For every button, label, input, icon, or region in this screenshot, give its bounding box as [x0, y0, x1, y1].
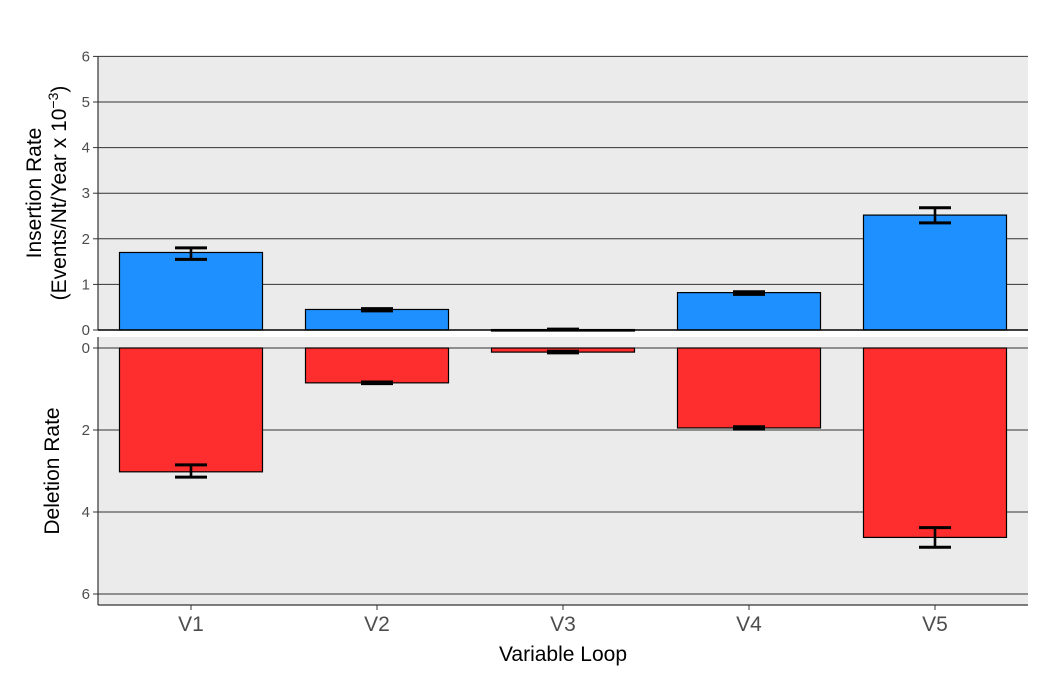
deletion-y-tick-label: 2: [82, 422, 90, 439]
insertion-bar-v5: [862, 214, 1008, 331]
insertion-y-tick-label: 6: [82, 48, 90, 65]
deletion-y-tick-label: 6: [82, 586, 90, 603]
insertion-y-tick-label: 5: [82, 94, 90, 111]
insertion-error-bar-v5: [919, 206, 951, 225]
deletion-y-axis-title: Deletion Rate: [41, 407, 64, 534]
insertion-y-tick-label: 0: [82, 322, 90, 339]
x-tick-label-v4: V4: [736, 613, 762, 636]
insertion-y-tick-label: 4: [82, 140, 90, 157]
x-tick-label-v1: V1: [178, 613, 204, 636]
insertion-error-bar-v1: [175, 246, 207, 261]
deletion-bar-v4: [676, 347, 822, 429]
deletion-bar-v1: [118, 347, 264, 473]
deletion-bar-v2: [304, 347, 450, 384]
x-axis-title: Variable Loop: [499, 643, 627, 666]
deletion-error-bar-v5: [919, 526, 951, 549]
insertion-error-bar-v2: [361, 307, 393, 313]
deletion-y-tick-label: 4: [82, 504, 90, 521]
deletion-error-bar-v2: [361, 380, 393, 386]
insertion-error-bar-v4: [733, 290, 765, 296]
deletion-bar-v5: [862, 347, 1008, 539]
insertion-y-tick-label: 1: [82, 276, 90, 293]
deletion-panel: 0 2 4 6: [82, 337, 1028, 605]
deletion-error-bar-v3: [547, 349, 579, 355]
insertion-bar-v1: [118, 251, 264, 331]
insertion-bar-v2: [304, 308, 450, 331]
insertion-panel: 0 1 2 3 4 5 6: [82, 48, 1028, 339]
x-tick-label-v3: V3: [550, 613, 576, 636]
insertion-y-axis-title: Insertion Rate: [23, 128, 46, 259]
x-tick-label-v5: V5: [922, 613, 948, 636]
insertion-y-tick-label: 3: [82, 185, 90, 202]
insertion-y-axis-unit: (Events/Nt/Year x 10−3): [45, 86, 71, 301]
deletion-y-tick-label: 0: [82, 340, 90, 357]
x-axis: V1 V2 V3 V4 V5: [98, 329, 1028, 636]
insertion-bar-v4: [676, 292, 822, 331]
insertion-y-tick-label: 2: [82, 231, 90, 248]
deletion-error-bar-v4: [733, 425, 765, 431]
x-tick-label-v2: V2: [364, 613, 390, 636]
deletion-error-bar-v1: [175, 463, 207, 479]
